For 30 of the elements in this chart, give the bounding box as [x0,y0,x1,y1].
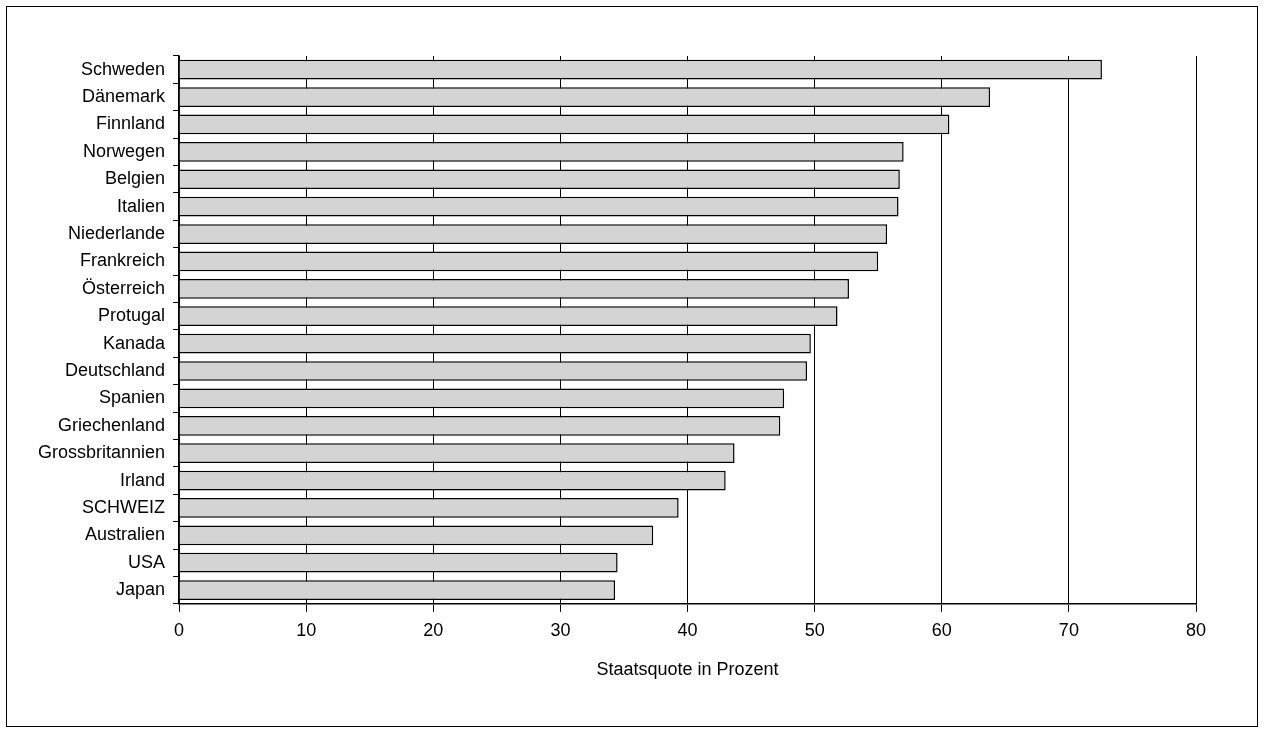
y-tick-label: Belgien [105,168,166,189]
y-tick-label: Frankreich [80,250,166,271]
y-tick-label: Irland [120,469,166,490]
x-tick-label: 70 [1058,619,1079,640]
y-tick-label: Niederlande [67,223,166,243]
y-tick-label: Kanada [103,332,167,353]
x-tick-label: 20 [423,619,444,640]
y-tick-label: Griechenland [57,414,166,435]
x-tick-label: 10 [296,619,317,640]
x-axis-title: Staatsquote in Prozent [596,659,779,680]
x-tick-label: 40 [677,619,698,640]
y-tick-label: Schweden [81,58,166,79]
y-tick-label: USA [128,551,166,572]
y-tick-label: Dänemark [82,86,167,107]
x-tick-label: 50 [804,619,825,640]
y-tick-label: Protugal [98,305,166,326]
x-tick-label: 60 [931,619,952,640]
y-tick-label: Österreich [82,277,166,298]
y-tick-label: Finnland [96,113,166,134]
y-tick-label: Spanien [99,387,166,408]
x-tick-label: 30 [550,619,571,640]
y-tick-label: SCHWEIZ [82,496,166,517]
y-tick-label: Deutschland [64,359,166,380]
y-tick-label: Norwegen [83,140,166,161]
y-tick-label: Grossbritannien [37,442,166,463]
y-tick-label: Australien [85,524,166,545]
x-tick-label: 0 [174,619,185,640]
y-tick-label: Italien [117,195,166,216]
y-tick-label: Japan [116,579,166,600]
x-tick-label: 80 [1185,619,1207,640]
